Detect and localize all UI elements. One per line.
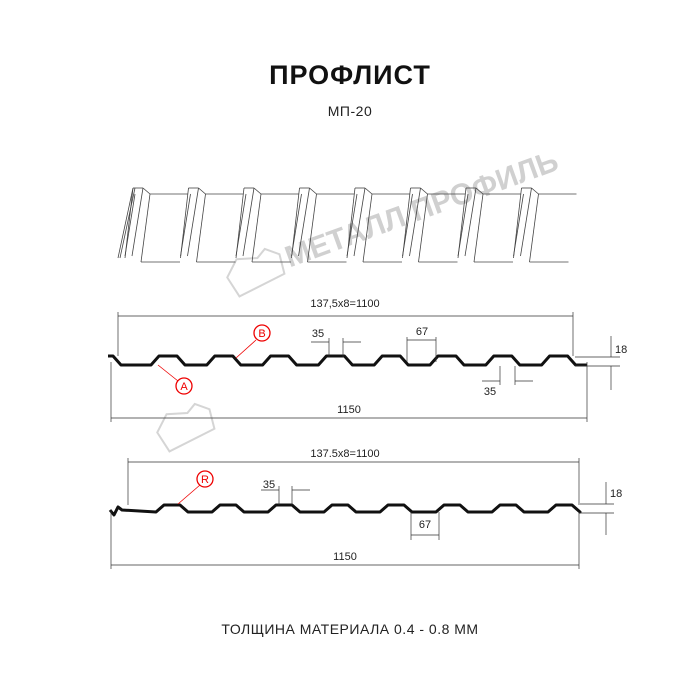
profile-a-outline <box>108 354 587 367</box>
sheet-edge <box>364 187 373 195</box>
page-title: ПРОФЛИСТ <box>269 60 431 90</box>
sheet-edge <box>464 187 477 257</box>
sheet-edge <box>473 193 484 263</box>
profile-a: 137,5x8=1100 1150 35 67 35 18 B A <box>108 298 627 422</box>
sheet-edge <box>142 187 151 195</box>
sheet-edge <box>475 187 484 195</box>
height-label: 18 <box>610 488 622 500</box>
svg-text:A: A <box>180 381 188 393</box>
sheet-edge <box>513 193 524 257</box>
sheet-edge <box>187 187 199 257</box>
sheet-edge <box>242 187 255 257</box>
sheet-edge <box>402 193 413 257</box>
material-thickness-note: ТОЛЩИНА МАТЕРИАЛА 0.4 - 0.8 ММ <box>221 621 479 637</box>
marker-b: B <box>235 324 271 359</box>
sheet-edge <box>180 193 191 257</box>
sheet-edge <box>253 187 262 195</box>
height-label: 18 <box>615 344 627 356</box>
sheet-3d-view <box>117 187 577 263</box>
sheet-edge <box>251 193 262 263</box>
svg-text:B: B <box>258 328 265 340</box>
span-label: 137.5x8=1100 <box>310 448 379 460</box>
model-subtitle: МП-20 <box>327 103 373 119</box>
profile-b: 137.5x8=1100 1150 35 67 18 R <box>108 448 622 569</box>
marker-a: A <box>157 364 193 395</box>
svg-text:R: R <box>201 474 209 486</box>
sheet-edge <box>457 193 469 257</box>
sheet-edge <box>235 193 247 257</box>
sheet-edge <box>346 193 358 257</box>
marker-r: R <box>177 470 214 505</box>
crest-width-label: 35 <box>263 479 275 491</box>
total-width-label: 1150 <box>333 551 357 563</box>
sheet-edge <box>291 193 302 257</box>
sheet-edge <box>531 187 539 195</box>
sheet-edge <box>124 193 136 257</box>
sheet-edge <box>298 187 310 257</box>
sheet-edge <box>353 187 366 257</box>
sheet-edge <box>119 187 136 259</box>
sheet-edge <box>131 187 144 257</box>
sheet-edge <box>140 193 151 263</box>
rib-width-label: 67 <box>416 326 428 338</box>
sheet-edge <box>362 193 373 263</box>
valley-width-label: 35 <box>484 386 496 398</box>
sheet-edge <box>520 187 532 257</box>
sheet-edge <box>420 187 428 195</box>
sheet-edge <box>196 193 206 263</box>
sheet-edge <box>529 193 539 263</box>
watermark-logo-top: МЕТАЛЛ ПРОФИЛЬ <box>226 145 563 298</box>
crest-width-label: 35 <box>312 328 324 340</box>
watermark-logo-bottom <box>156 402 216 453</box>
total-width-label: 1150 <box>337 404 361 416</box>
sheet-edge <box>117 187 134 259</box>
span-label: 137,5x8=1100 <box>310 298 379 310</box>
sheet-edge <box>409 187 421 257</box>
sheet-edge <box>198 187 206 195</box>
sheet-edge <box>418 193 428 263</box>
rib-width-label: 67 <box>419 519 431 531</box>
profile-b-outline <box>108 503 582 517</box>
sheet-edge <box>307 193 317 263</box>
sheet-edge <box>309 187 317 195</box>
